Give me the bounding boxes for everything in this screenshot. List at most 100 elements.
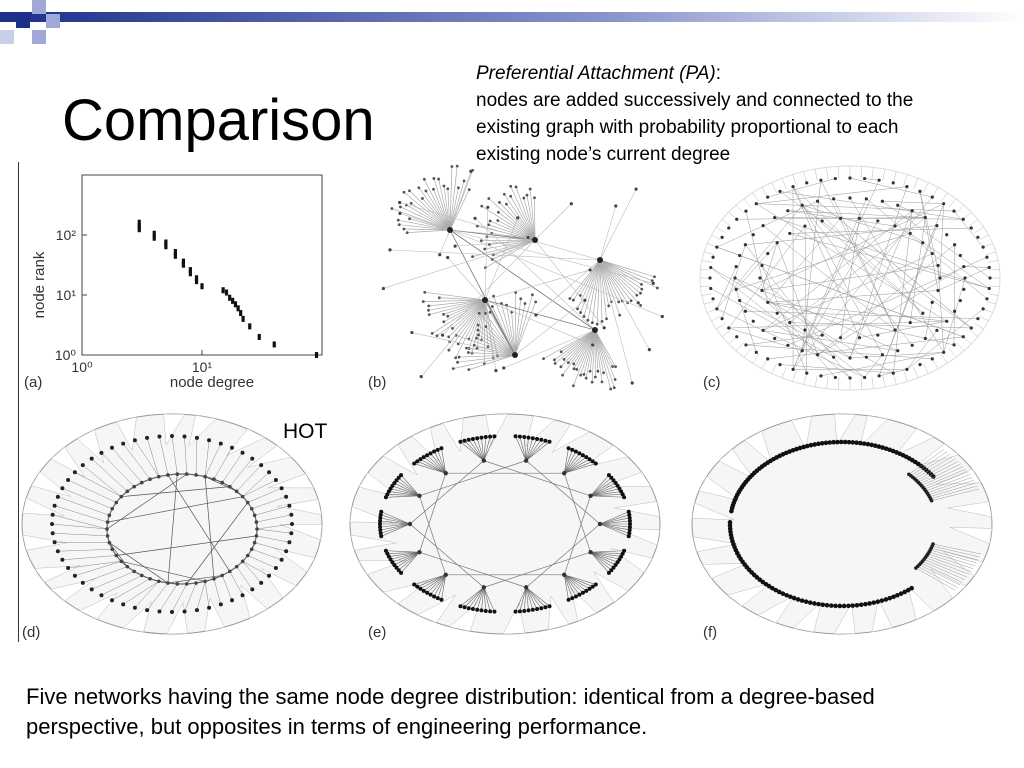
graph-node <box>454 356 458 360</box>
graph-node <box>953 309 957 313</box>
graph-edge <box>380 523 411 531</box>
graph-edge <box>254 542 287 552</box>
core-node <box>252 513 257 518</box>
graph-edge <box>525 441 550 461</box>
graph-edge <box>599 259 638 296</box>
graph-edge <box>523 437 527 461</box>
hot-network-graph-e <box>349 413 661 635</box>
graph-node <box>66 478 71 483</box>
graph-node <box>475 436 480 441</box>
graph-node <box>121 602 126 607</box>
graph-node <box>421 455 426 460</box>
graph-node <box>613 481 618 486</box>
graph-node <box>435 334 439 338</box>
graph-node <box>487 197 491 200</box>
graph-edge <box>761 265 939 291</box>
graph-node <box>867 601 872 606</box>
graph-edge <box>383 239 536 289</box>
graph-node <box>630 381 634 385</box>
graph-edge <box>908 449 945 475</box>
graph-edge <box>409 218 451 231</box>
data-point <box>221 287 225 294</box>
graph-node <box>534 300 538 304</box>
graph-edge <box>519 436 527 461</box>
graph-node <box>835 439 840 445</box>
graph-node <box>791 367 795 371</box>
graph-node <box>473 216 477 220</box>
graph-node <box>287 540 292 545</box>
core-node <box>119 494 124 499</box>
graph-node <box>639 291 642 295</box>
graph-node <box>415 459 420 464</box>
graph-node <box>435 447 440 452</box>
graph-edge <box>429 299 486 315</box>
graph-edge <box>988 260 999 263</box>
core-node <box>175 582 180 586</box>
graph-edge <box>864 354 883 378</box>
graph-edge <box>426 454 446 474</box>
graph-node <box>838 439 844 445</box>
core-node <box>194 581 198 585</box>
graph-edge <box>437 449 447 474</box>
graph-edge <box>515 436 527 461</box>
graph-node <box>539 437 544 442</box>
fan-triangle <box>548 595 570 630</box>
graph-node <box>543 605 548 610</box>
graph-node <box>392 481 397 486</box>
graph-edge <box>931 488 979 501</box>
graph-edge <box>599 259 621 316</box>
graph-node <box>651 281 655 285</box>
graph-node <box>519 297 523 301</box>
fan-triangle <box>895 428 935 456</box>
graph-node <box>627 518 632 523</box>
graph-edge <box>525 587 542 609</box>
graph-edge <box>564 574 590 590</box>
graph-node <box>754 350 758 354</box>
graph-node <box>229 445 234 450</box>
graph-edge <box>221 452 243 483</box>
graph-edge <box>186 502 248 585</box>
graph-node <box>99 450 104 455</box>
graph-node <box>863 375 867 380</box>
graph-node <box>559 365 563 369</box>
graph-edge <box>743 198 752 208</box>
graph-node <box>240 450 245 455</box>
graph-node <box>451 326 454 330</box>
graph-edge <box>452 299 486 329</box>
graph-node <box>727 226 731 230</box>
graph-node <box>517 609 522 614</box>
graph-node <box>617 300 621 304</box>
graph-node <box>427 313 431 317</box>
graph-node <box>848 376 852 380</box>
graph-edge <box>590 551 618 563</box>
graph-node <box>428 451 433 456</box>
graph-edge <box>504 194 536 241</box>
graph-edge <box>599 523 630 534</box>
core-node <box>166 581 170 585</box>
graph-edge <box>849 210 913 359</box>
graph-node <box>887 595 893 601</box>
hub-node <box>588 493 593 498</box>
graph-edge <box>242 561 270 576</box>
graph-edge <box>599 523 630 531</box>
graph-edge <box>948 348 957 358</box>
graph-edge <box>449 229 596 331</box>
graph-edge <box>787 256 988 346</box>
graph-node <box>157 609 162 614</box>
graph-edge <box>443 299 486 315</box>
graph-node <box>727 520 733 525</box>
graph-edge <box>906 330 938 370</box>
graph-edge <box>594 329 612 390</box>
graph-edge <box>493 295 516 356</box>
graph-edge <box>860 166 862 179</box>
graph-edge <box>585 329 596 379</box>
x-axis-label: node degree <box>170 374 254 391</box>
graph-edge <box>974 323 984 330</box>
graph-node <box>526 608 531 613</box>
hub-node <box>417 550 422 555</box>
graph-edge <box>399 224 451 231</box>
graph-edge <box>409 460 485 525</box>
graph-edge <box>67 479 117 503</box>
graph-edge <box>953 210 984 248</box>
graph-edge <box>420 458 446 474</box>
